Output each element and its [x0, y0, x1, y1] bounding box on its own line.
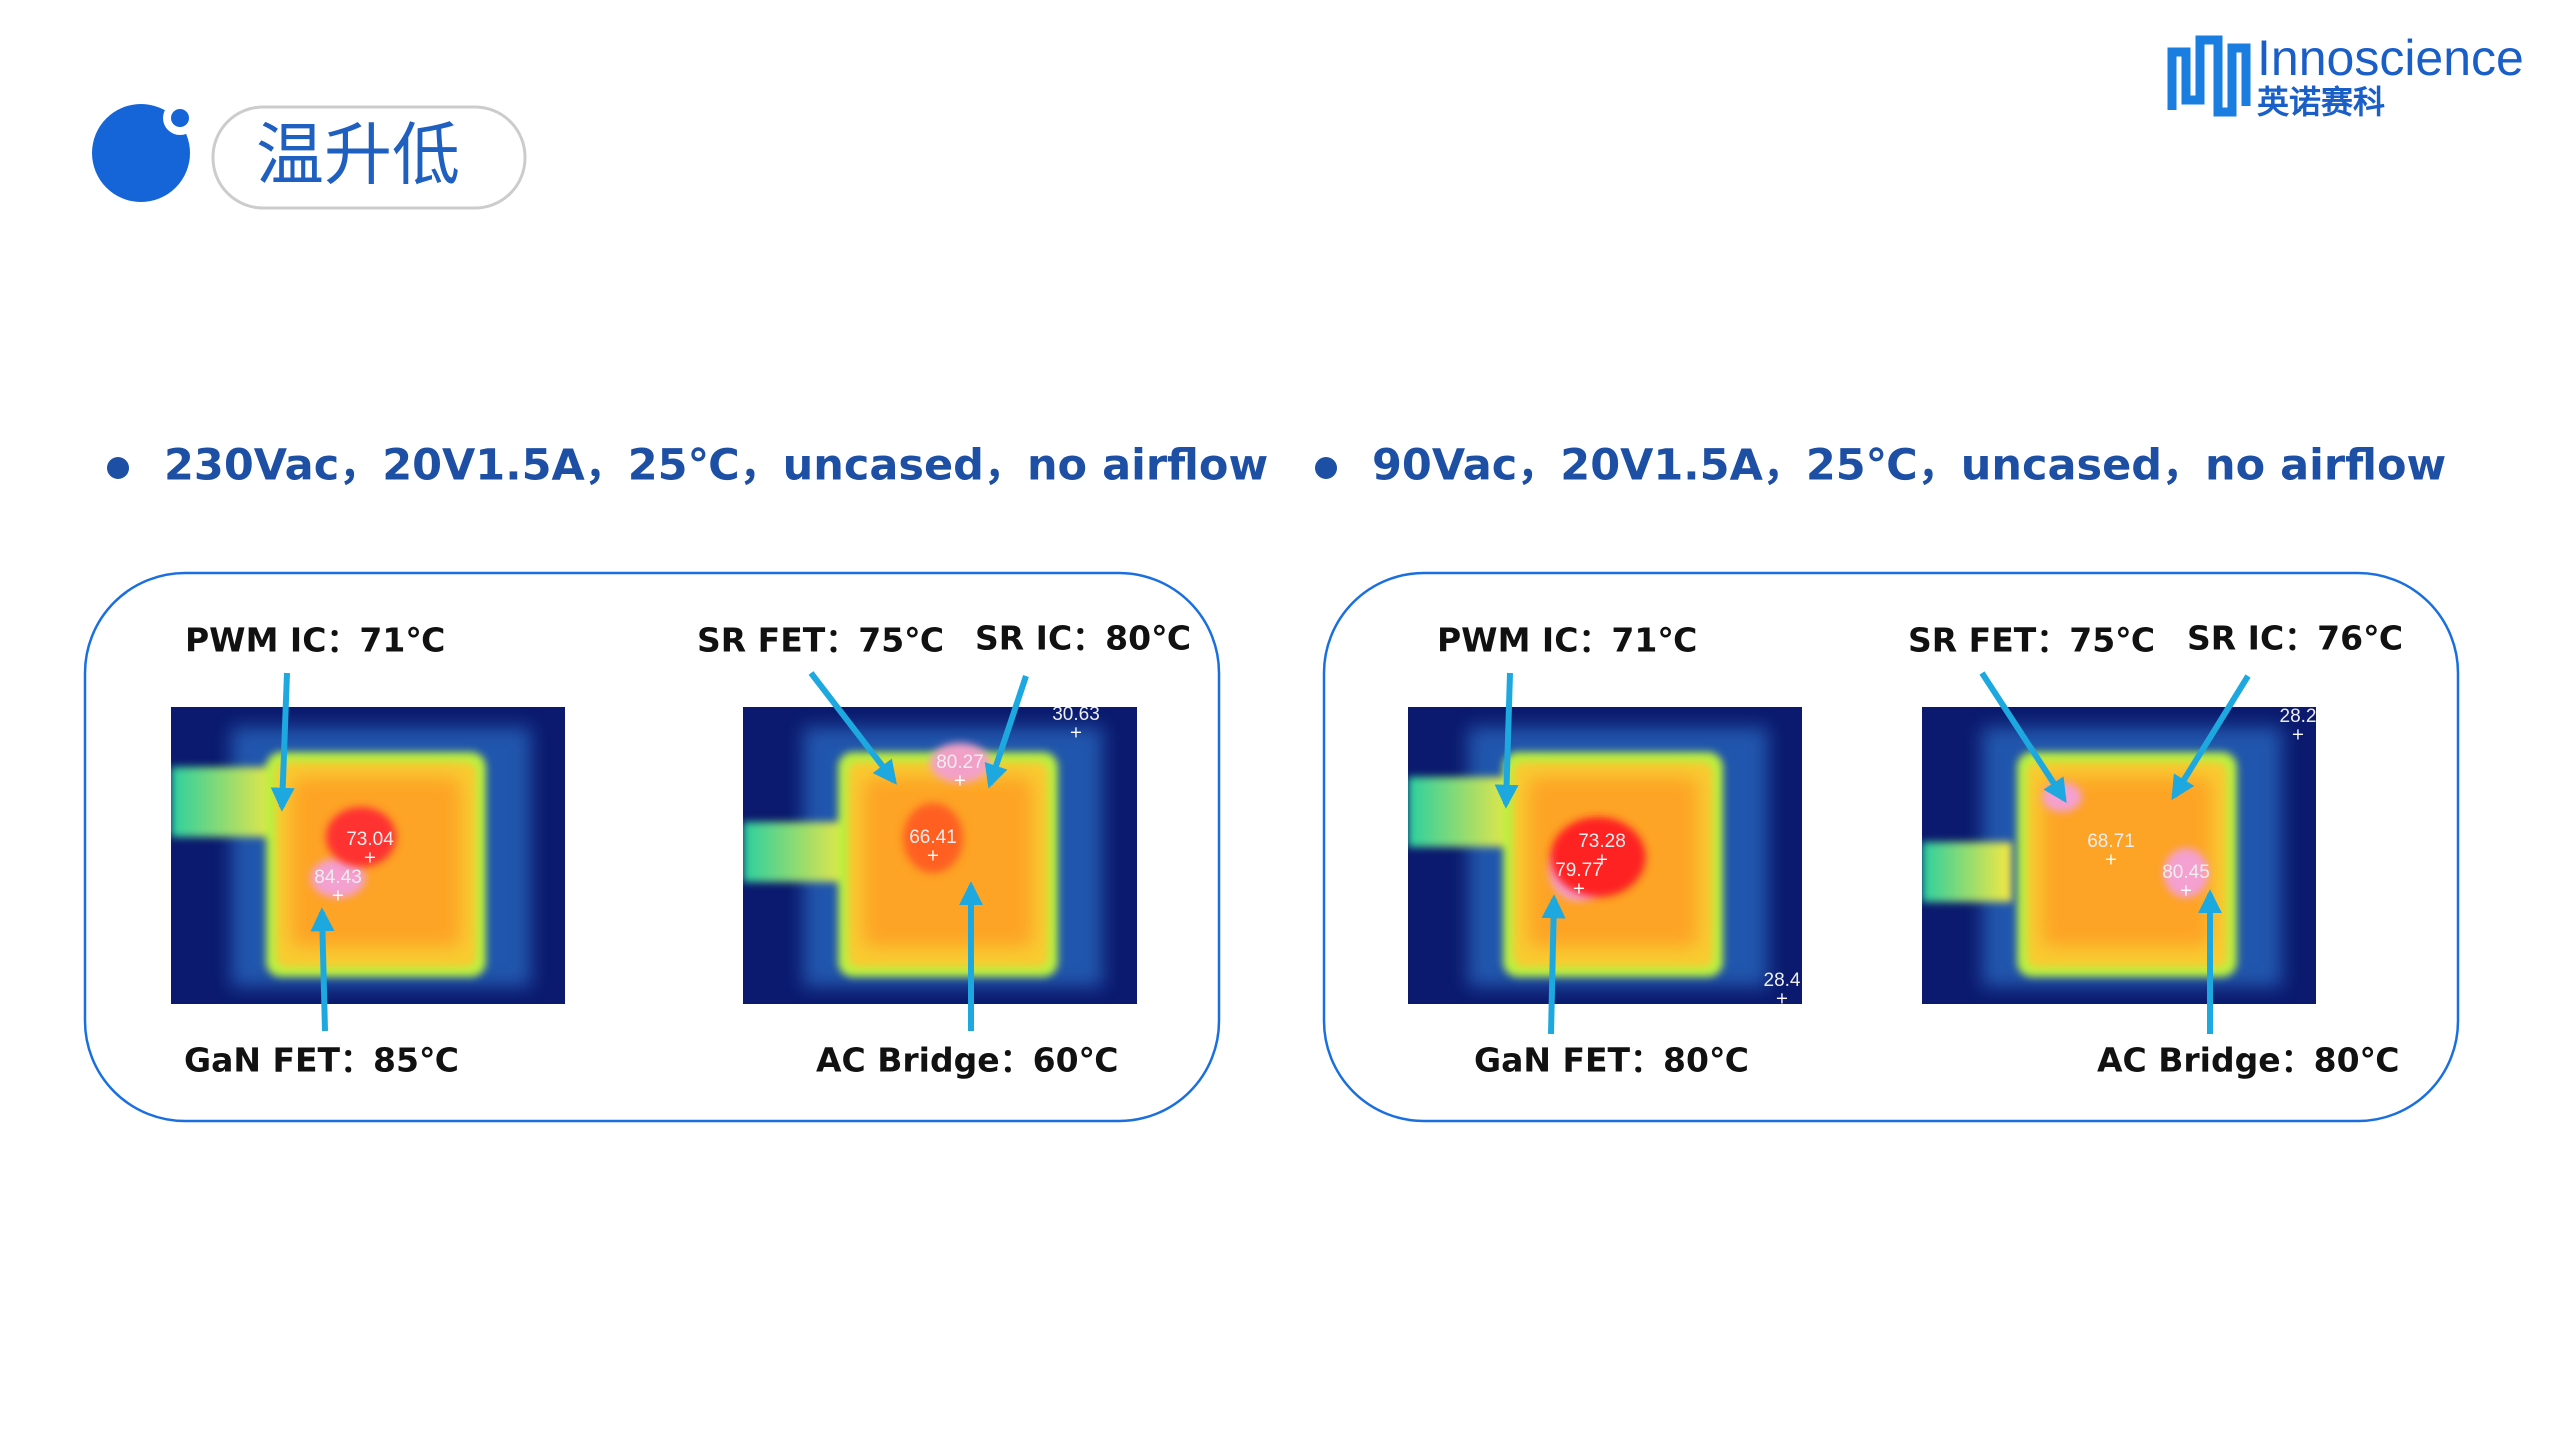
pointer-arrow [1979, 671, 2067, 804]
crosshair: + [1595, 850, 1608, 869]
crosshair: + [926, 846, 939, 865]
bullet [1315, 457, 1337, 479]
reading: 84.43 [314, 867, 362, 888]
pointer-arrow [1541, 894, 1566, 1035]
hot-spot [2163, 848, 2209, 898]
crosshair: + [2291, 725, 2304, 744]
reading: 80.45 [2162, 862, 2210, 883]
reading: 28.4 [1764, 970, 1801, 991]
logo-dot [92, 104, 190, 202]
crosshair: + [1069, 723, 1082, 742]
pointer-arrow [1494, 672, 1519, 809]
thermal-image: 73.28+79.77+28.4+ [1408, 707, 1802, 1008]
crosshair: + [363, 848, 376, 867]
crosshair: + [2179, 881, 2192, 900]
thermal-image: 30.63+80.27+66.41+ [743, 704, 1137, 1004]
crosshair: + [331, 886, 344, 905]
condition: 90Vac，20V1.5A，25℃，uncased，no airflow [1372, 441, 2446, 491]
crosshair: + [953, 771, 966, 790]
pointer-arrow [310, 907, 335, 1032]
component-label: SR FET：75℃ [697, 621, 944, 660]
reading: 30.63 [1052, 704, 1100, 725]
pointer-arrow [984, 675, 1029, 789]
logo-dot-small [171, 109, 189, 127]
crosshair: + [2104, 850, 2117, 869]
board-warm [2042, 777, 2212, 947]
thermal-image: 28.2+68.71+80.45+ [1922, 706, 2317, 1004]
reading: 68.71 [2087, 831, 2135, 852]
component-label: AC Bridge：60℃ [816, 1041, 1119, 1080]
cable [743, 822, 853, 882]
brand-name: Innoscience [2257, 30, 2524, 86]
reading: 28.2 [2280, 706, 2317, 727]
component-label: SR IC：76℃ [2187, 619, 2403, 658]
title-pill [211, 105, 527, 210]
hot-spot [1550, 817, 1646, 897]
pointer-arrow [2171, 674, 2251, 801]
brand: Innoscience 英诺赛科 [2167, 30, 2524, 121]
component-label: PWM IC：71℃ [1437, 621, 1697, 660]
component-label: GaN FET：80℃ [1474, 1041, 1749, 1080]
thermal-image: 73.04+84.43+ [171, 707, 565, 1004]
reading: 66.41 [909, 827, 957, 848]
component-label: PWM IC：71℃ [185, 621, 445, 660]
component-label: GaN FET：85℃ [184, 1041, 459, 1080]
condition: 230Vac，20V1.5A，25℃，uncased，no airflow [164, 441, 1268, 491]
reading: 80.27 [936, 752, 984, 773]
bullet [107, 457, 129, 479]
brand-name-cn: 英诺赛科 [2257, 83, 2385, 121]
cable [1922, 842, 2012, 902]
component-label: AC Bridge：80℃ [2097, 1041, 2400, 1080]
cable [171, 767, 281, 837]
component-label: SR IC：80℃ [975, 619, 1191, 658]
hot-spot [930, 743, 990, 783]
pointer-arrow [808, 671, 897, 785]
reading: 73.04 [346, 829, 394, 850]
reading: 79.77 [1555, 860, 1603, 881]
reading: 73.28 [1578, 831, 1626, 852]
crosshair: + [1572, 879, 1585, 898]
hot-spot [326, 807, 396, 867]
title: 温升低 [256, 117, 460, 196]
hot-spot [903, 803, 963, 873]
component-label: SR FET：75℃ [1908, 621, 2155, 660]
crosshair: + [1775, 989, 1788, 1008]
hot-spot [310, 858, 366, 898]
cable [1408, 777, 1518, 847]
pointer-arrow [270, 672, 295, 812]
